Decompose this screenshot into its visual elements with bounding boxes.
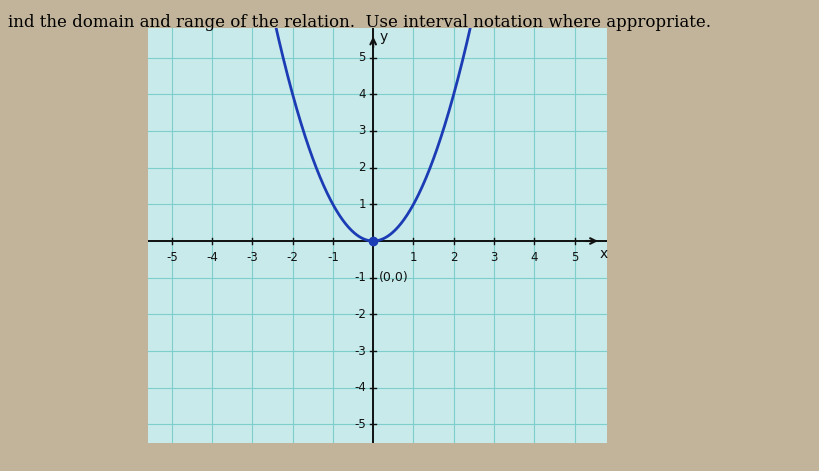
Text: ind the domain and range of the relation.  Use interval notation where appropria: ind the domain and range of the relation… (8, 14, 710, 31)
Text: -2: -2 (354, 308, 365, 321)
Text: -3: -3 (247, 251, 258, 264)
Text: -1: -1 (354, 271, 365, 284)
Text: 2: 2 (358, 161, 365, 174)
Text: x: x (599, 247, 607, 261)
Text: -3: -3 (354, 345, 365, 357)
Text: 1: 1 (410, 251, 417, 264)
Text: -5: -5 (165, 251, 178, 264)
Text: 4: 4 (530, 251, 537, 264)
Text: -2: -2 (287, 251, 298, 264)
Text: 5: 5 (358, 51, 365, 64)
Text: y: y (378, 31, 387, 44)
Text: 4: 4 (358, 88, 365, 101)
Text: -5: -5 (354, 418, 365, 431)
Text: -4: -4 (206, 251, 218, 264)
Text: 5: 5 (570, 251, 577, 264)
Text: (0,0): (0,0) (378, 271, 409, 284)
Text: 1: 1 (358, 198, 365, 211)
Text: -1: -1 (327, 251, 338, 264)
Text: 2: 2 (450, 251, 457, 264)
Text: -4: -4 (354, 381, 365, 394)
Text: 3: 3 (358, 124, 365, 138)
Text: 3: 3 (490, 251, 497, 264)
